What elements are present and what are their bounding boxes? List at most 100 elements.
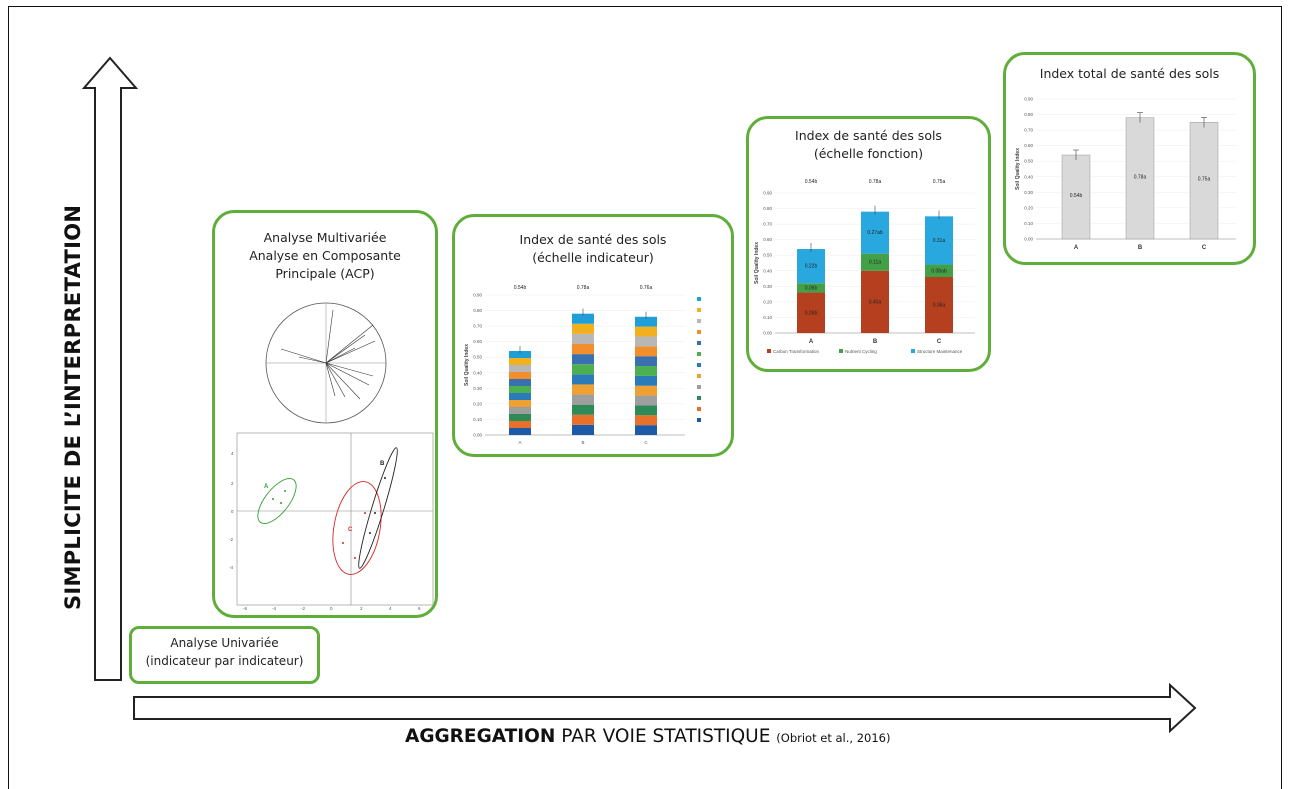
total-category-label: B	[1138, 245, 1143, 251]
score-y-tick: 0	[231, 509, 234, 514]
total-bar-label: 0.75a	[1198, 177, 1211, 183]
function-segment-label: 0.40a	[869, 299, 882, 305]
horizontal-arrow	[133, 682, 1197, 734]
function-chart-y-tick: 0.40	[763, 268, 772, 273]
score-y-tick: -2	[229, 537, 233, 542]
indicator-bar-segment	[572, 344, 594, 355]
indicator-chart-y-tick: 0.90	[473, 293, 482, 298]
indicator-bar-segment	[572, 364, 594, 375]
indicator-legend-swatch	[697, 308, 701, 312]
indicator-bar-segment	[635, 395, 657, 406]
total-chart-y-tick: 0.50	[1024, 159, 1033, 164]
indicator-bar-segment	[635, 356, 657, 367]
indicator-chart-y-tick: 0.60	[473, 339, 482, 344]
function-scale-box: Index de santé des sols (échelle fonctio…	[746, 116, 991, 372]
total-chart-y-tick: 0.80	[1024, 112, 1033, 117]
indicator-bar-segment	[635, 425, 657, 435]
function-segment-label: 0.06b	[805, 285, 818, 291]
indicator-bar-segment	[572, 424, 594, 435]
score-x-tick: -2	[301, 606, 305, 611]
indicator-bar-segment	[635, 336, 657, 347]
function-legend-swatch	[839, 349, 843, 353]
loading-vectors	[280, 309, 376, 400]
total-chart-y-tick: 0.60	[1024, 143, 1033, 148]
score-x-tick: 4	[389, 606, 392, 611]
indicator-category-label: B	[581, 440, 584, 445]
indicator-legend-swatch	[697, 341, 701, 345]
total-chart-y-label: Soil Quality Index	[1015, 148, 1021, 190]
group-c-label: C	[348, 527, 353, 533]
score-y-ticks: 4 2 0 -2 -4	[229, 451, 234, 570]
indicator-legend-swatch	[697, 352, 701, 356]
indicator-bar-segment	[509, 421, 531, 428]
indicator-bar-segment	[509, 400, 531, 407]
function-bar-segment	[861, 211, 889, 254]
function-bar-segment	[797, 292, 825, 333]
indicator-chart-y-tick: 0.50	[473, 355, 482, 360]
total-index-box: Index total de santé des sols 0.00 0.10 0.…	[1003, 52, 1256, 265]
indicator-bar-segment	[635, 316, 657, 327]
multivariate-title: Analyse Multivariée Analyse en Composant…	[249, 230, 401, 281]
indicator-bar-segment	[635, 326, 657, 337]
indicator-bar-segment	[572, 404, 594, 415]
function-legend-label: Structure Maintenance	[917, 349, 963, 354]
function-chart-y-tick: 0.10	[763, 315, 772, 320]
score-x-tick: 0	[330, 606, 333, 611]
function-chart-y-tick: 0.20	[763, 299, 772, 304]
indicator-legend-swatch	[697, 418, 701, 422]
total-chart-y-tick: 0.90	[1024, 97, 1033, 102]
total-bar-label: 0.54b	[1070, 193, 1083, 199]
indicator-scale-title: Index de santé des sols (échelle indicat…	[519, 232, 667, 265]
function-chart-y-tick: 0.50	[763, 253, 772, 258]
function-legend-swatch	[911, 349, 915, 353]
indicator-top-label: 0.54b	[514, 285, 527, 291]
indicator-bar-segment	[509, 365, 531, 372]
total-bar-label: 0.78a	[1134, 174, 1147, 180]
function-category-label: A	[809, 339, 814, 345]
group-c-points	[342, 512, 366, 559]
figure-frame	[8, 6, 1282, 789]
indicator-legend-swatch	[697, 396, 701, 400]
total-category-label: C	[1202, 245, 1207, 251]
function-category-label: C	[937, 339, 942, 345]
total-chart-y-tick: 0.30	[1024, 190, 1033, 195]
function-chart-y-tick: 0.80	[763, 206, 772, 211]
indicator-legend-swatch	[697, 363, 701, 367]
indicator-top-label: 0.76a	[640, 285, 653, 291]
total-bar	[1189, 122, 1219, 240]
indicator-bar-segment	[572, 374, 594, 385]
total-index-chart: 0.00 0.10 0.20 0.30 0.40 0.50 0.60 0.70 0.80 0.90…	[1015, 97, 1236, 251]
group-a-label: A	[264, 484, 269, 490]
y-axis-label: SIMPLICITE DE L’INTERPRETATION	[61, 204, 85, 610]
function-chart-y-label: Soil Quality Index	[754, 242, 760, 284]
total-chart-y-tick: 0.20	[1024, 205, 1033, 210]
function-bar-segment	[861, 270, 889, 333]
group-b-points	[369, 477, 386, 534]
function-legend-label: Carbon Transformation	[773, 349, 820, 354]
indicator-bar-segment	[509, 351, 531, 358]
indicator-legend-swatch	[697, 330, 701, 334]
score-x-tick: -6	[243, 606, 247, 611]
indicator-bar-segment	[509, 386, 531, 393]
function-bar-segment	[925, 264, 953, 277]
indicator-legend-swatch	[697, 374, 701, 378]
indicator-bar-segment	[635, 405, 657, 416]
total-chart-y-tick: 0.00	[1024, 237, 1033, 242]
indicator-bar-segment	[572, 394, 594, 405]
score-y-tick: -4	[229, 565, 233, 570]
score-x-tick: 6	[418, 606, 421, 611]
indicator-bar-segment	[635, 385, 657, 396]
indicator-scale-box: Index de santé des sols (échelle indicat…	[452, 214, 734, 457]
indicator-bar-segment	[572, 313, 594, 324]
score-y-tick: 4	[231, 451, 234, 456]
indicator-legend-swatch	[697, 319, 701, 323]
indicator-category-label: A	[518, 440, 521, 445]
function-chart-y-tick: 0.70	[763, 222, 772, 227]
function-legend-swatch	[767, 349, 771, 353]
score-plot: -6 -4 -2 0 2 4 6 4 2 0 -2 -4 A B C	[229, 432, 434, 611]
indicator-category-label: C	[644, 440, 648, 445]
function-segment-label: 0.22b	[805, 264, 818, 270]
indicator-chart-y-tick: 0.80	[473, 308, 482, 313]
function-chart-y-tick: 0.30	[763, 284, 772, 289]
